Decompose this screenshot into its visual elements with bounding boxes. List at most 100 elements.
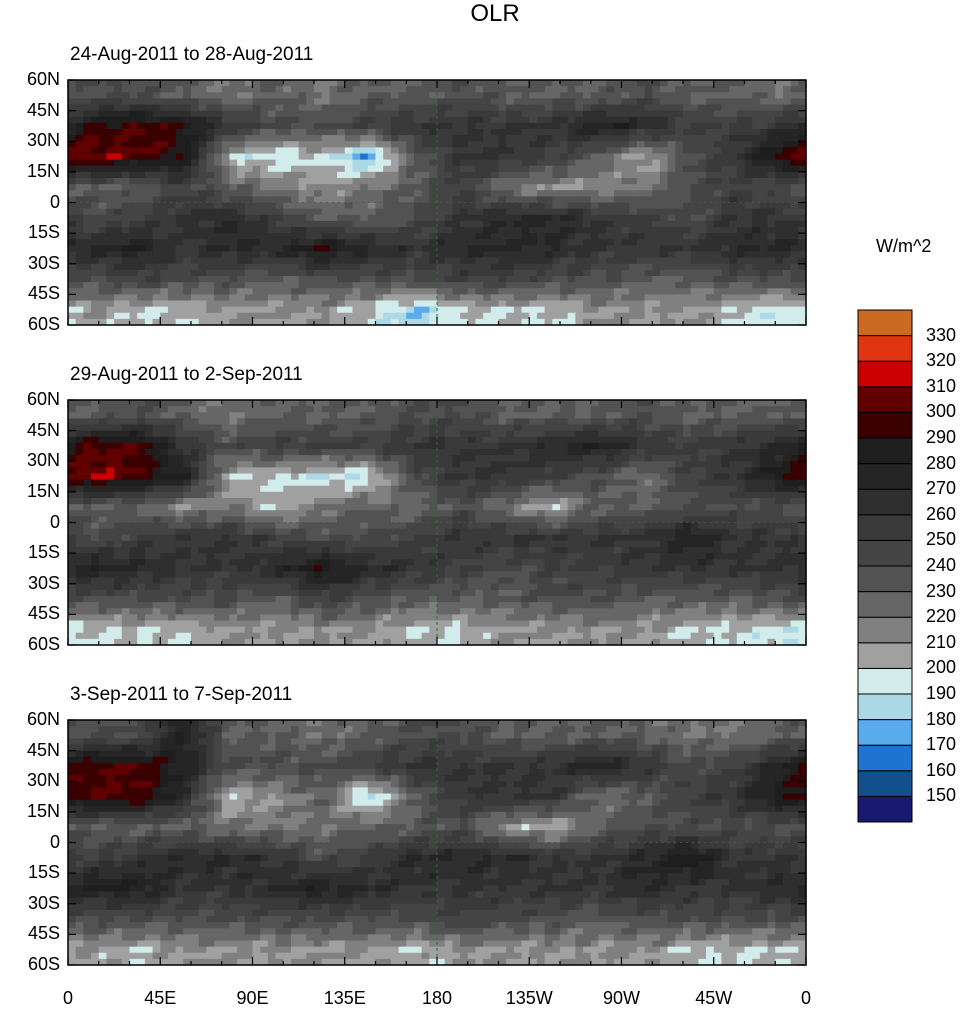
olr-cell	[337, 165, 346, 173]
olr-cell	[513, 208, 523, 216]
olr-cell	[698, 135, 707, 142]
olr-cell	[260, 184, 269, 191]
olr-cell	[483, 80, 492, 87]
olr-cell	[91, 461, 100, 468]
olr-cell	[759, 461, 769, 468]
olr-cell	[475, 141, 484, 148]
olr-cell	[460, 141, 469, 148]
olr-cell	[114, 288, 123, 295]
olr-cell	[398, 233, 407, 240]
olr-cell	[452, 424, 461, 432]
olr-cell	[598, 98, 607, 106]
olr-cell	[383, 98, 392, 106]
olr-cell	[452, 294, 461, 302]
olr-cell	[621, 400, 630, 407]
olr-cell	[360, 400, 369, 407]
olr-cell	[375, 269, 384, 277]
olr-cell	[237, 220, 246, 228]
olr-cell	[713, 184, 723, 191]
olr-cell	[767, 208, 776, 216]
olr-cell	[652, 135, 661, 142]
olr-cell	[698, 227, 707, 234]
olr-cell	[298, 190, 307, 197]
olr-cell	[467, 400, 477, 407]
olr-cell	[683, 282, 692, 289]
olr-cell	[152, 153, 161, 161]
olr-cell	[367, 135, 377, 142]
olr-cell	[98, 171, 108, 179]
olr-cell	[160, 400, 169, 407]
olr-cell	[314, 129, 323, 136]
olr-cell	[221, 251, 231, 259]
olr-cell	[644, 263, 653, 271]
olr-cell	[652, 220, 661, 228]
olr-cell	[613, 171, 623, 179]
olr-cell	[782, 400, 792, 407]
olr-cell	[759, 239, 769, 246]
olr-cell	[75, 400, 84, 407]
olr-cell	[321, 147, 330, 155]
olr-cell	[721, 184, 730, 191]
olr-cell	[375, 184, 384, 191]
olr-cell	[114, 276, 123, 283]
olr-cell	[413, 122, 423, 130]
olr-cell	[129, 294, 138, 302]
olr-cell	[567, 196, 576, 204]
olr-cell	[621, 227, 630, 234]
olr-cell	[267, 263, 277, 271]
olr-cell	[598, 263, 607, 271]
olr-cell	[736, 282, 746, 289]
olr-cell	[244, 171, 254, 179]
olr-cell	[406, 184, 415, 191]
olr-cell	[583, 147, 592, 155]
olr-cell	[567, 239, 576, 246]
olr-cell	[560, 312, 569, 320]
olr-cell	[444, 147, 453, 155]
olr-cell	[675, 129, 684, 136]
olr-cell	[744, 208, 753, 216]
olr-cell	[475, 461, 484, 468]
olr-cell	[152, 424, 161, 432]
olr-cell	[367, 312, 377, 320]
olr-cell	[167, 251, 177, 259]
olr-cell	[606, 239, 615, 246]
olr-cell	[83, 312, 92, 320]
olr-cell	[629, 239, 638, 246]
olr-cell	[206, 171, 215, 179]
olr-cell	[91, 306, 100, 314]
olr-cell	[183, 263, 192, 271]
olr-cell	[191, 318, 200, 326]
olr-cell	[536, 184, 546, 191]
olr-cell	[398, 412, 407, 419]
olr-cell	[644, 418, 653, 426]
olr-cell	[198, 288, 207, 295]
olr-cell	[75, 442, 84, 450]
olr-cell	[329, 122, 338, 130]
olr-cell	[782, 153, 792, 161]
olr-cell	[467, 147, 477, 155]
olr-cell	[290, 122, 300, 130]
olr-cell	[252, 122, 261, 130]
olr-cell	[152, 467, 161, 475]
olr-cell	[690, 116, 699, 124]
olr-cell	[544, 442, 553, 450]
olr-cell	[713, 449, 723, 456]
olr-cell	[198, 129, 207, 136]
olr-cell	[321, 208, 330, 216]
olr-cell	[390, 147, 400, 155]
olr-cell	[114, 300, 123, 308]
olr-cell	[167, 257, 177, 265]
olr-cell	[221, 92, 231, 99]
olr-cell	[613, 129, 623, 136]
olr-cell	[152, 110, 161, 118]
olr-cell	[675, 202, 684, 210]
olr-cell	[567, 171, 576, 179]
olr-cell	[329, 129, 338, 136]
olr-cell	[167, 282, 177, 289]
olr-cell	[613, 455, 623, 462]
olr-cell	[775, 196, 784, 204]
olr-cell	[398, 449, 407, 456]
olr-cell	[729, 153, 738, 161]
olr-cell	[198, 227, 207, 234]
olr-cell	[421, 455, 430, 462]
